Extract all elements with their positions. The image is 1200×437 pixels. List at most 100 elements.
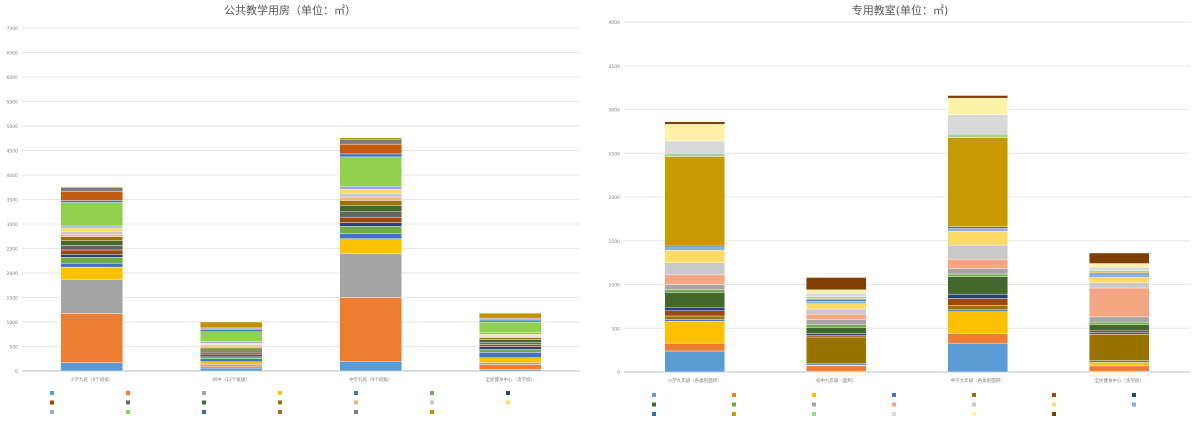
bar-segment (1089, 365, 1150, 372)
bar-segment (200, 354, 263, 357)
bar-segment (339, 205, 402, 212)
x-category-label: 初中九年级（面积） (816, 377, 857, 384)
y-tick-label: 7000 (7, 26, 19, 32)
legend-swatch (732, 393, 736, 397)
legend-swatch (1052, 402, 1056, 407)
y-tick-label: 5000 (7, 124, 19, 130)
legend-swatch (202, 391, 206, 395)
bar-segment (479, 334, 542, 336)
bar-segment (1089, 321, 1150, 325)
legend-swatch (430, 400, 434, 405)
bar-segment (479, 357, 542, 363)
legend-swatch (972, 412, 976, 416)
bar-segment (1089, 277, 1150, 283)
bar-segment (664, 310, 725, 317)
legend-swatch (354, 391, 358, 395)
x-category-label: 全民健身中心（含学校） (486, 376, 536, 383)
bar-segment (806, 319, 867, 325)
legend-swatch (430, 410, 434, 414)
bar-segment (200, 356, 263, 359)
chart-special-classroom: 专用教室(单位：㎡) 0 500 1000 1500 2000 2500 3000 3500 40… (600, 0, 1200, 433)
legend (50, 391, 510, 414)
legend-swatch (1052, 412, 1056, 416)
bar-segment (947, 268, 1008, 275)
bar-segment (664, 153, 725, 157)
bar-segment (664, 245, 725, 248)
bar-segment (479, 312, 542, 319)
bar-segment (339, 186, 402, 190)
bar-segment (806, 277, 867, 290)
bar-segment (339, 253, 402, 298)
bar-segment (806, 300, 867, 304)
legend-swatch (1132, 393, 1136, 397)
legend-swatch (506, 391, 510, 395)
bar-segment (664, 274, 725, 285)
legend-swatch (506, 400, 510, 405)
bar-segment (806, 324, 867, 328)
y-tick-label: 1500 (7, 296, 19, 302)
legend-swatch (652, 412, 656, 416)
y-tick-label: 6500 (7, 51, 19, 57)
legend-swatch (972, 393, 976, 397)
bar-segment (200, 347, 263, 350)
bar-segment (339, 196, 402, 201)
y-tick-label: 2000 (7, 271, 19, 277)
chart-panel-public-teaching: 公共教学用房（单位：㎡） 0 500 1000 1500 2000 2500 3000 3500… (0, 0, 590, 433)
bar-segment (806, 335, 867, 338)
bar-segment (1089, 316, 1150, 323)
bar-segment (806, 299, 867, 302)
bar-segment (339, 153, 402, 158)
bar-segment (1089, 274, 1150, 278)
y-tick-label: 1000 (7, 320, 19, 326)
y-tick-label: 3500 (7, 198, 19, 204)
bar-segment (806, 327, 867, 334)
legend-swatch (278, 410, 282, 414)
legend-swatch (652, 393, 656, 397)
bar-segment (200, 348, 263, 352)
y-tick-label: 4500 (7, 149, 19, 155)
y-tick-label: 6000 (7, 75, 19, 81)
bar-segment (479, 362, 542, 365)
y-tick-label: 1500 (609, 239, 621, 245)
bar-segment (1089, 252, 1150, 264)
legend-swatch (354, 400, 358, 405)
bar-segment (60, 187, 123, 192)
y-tick-label: 3000 (7, 222, 19, 228)
chart-special-classroom-svg: 专用教室(单位：㎡) 0 500 1000 1500 2000 2500 3000 3500 40… (609, 3, 1190, 416)
bar-segment (806, 363, 867, 366)
bar-segment (664, 321, 725, 344)
legend (652, 393, 1136, 416)
legend-swatch (812, 393, 816, 397)
legend-swatch (126, 391, 130, 395)
bar-segment (479, 349, 542, 353)
y-tick-label: 2500 (609, 151, 621, 157)
legend-swatch (732, 412, 736, 416)
bar-segment (806, 293, 867, 297)
bar-segment (60, 254, 123, 258)
bar-segment (664, 250, 725, 263)
bar-segment (664, 140, 725, 154)
y-tick-label: 500 (611, 326, 620, 332)
bar-segment (60, 225, 123, 229)
bar-segment (60, 240, 123, 246)
legend-swatch (50, 400, 54, 405)
x-category-label: 小学九年级（各类别面积） (668, 377, 722, 384)
bar-segment (339, 211, 402, 218)
bar-segment (947, 228, 1008, 232)
bar-segment (1089, 360, 1150, 363)
bar-segment (200, 344, 263, 347)
bar-segment (664, 284, 725, 290)
bar-segment (947, 137, 1008, 227)
legend-swatch (126, 400, 130, 405)
bar-segment (806, 303, 867, 310)
bar-segment (60, 200, 123, 203)
y-tick-label: 4000 (7, 173, 19, 179)
y-tick-label: 1000 (609, 283, 621, 289)
bar-segment (200, 329, 263, 332)
bar-segment (664, 292, 725, 308)
bar-segment (200, 363, 263, 367)
bar-segment (947, 95, 1008, 99)
bar-segment (479, 344, 542, 347)
bar-segment (339, 139, 402, 145)
